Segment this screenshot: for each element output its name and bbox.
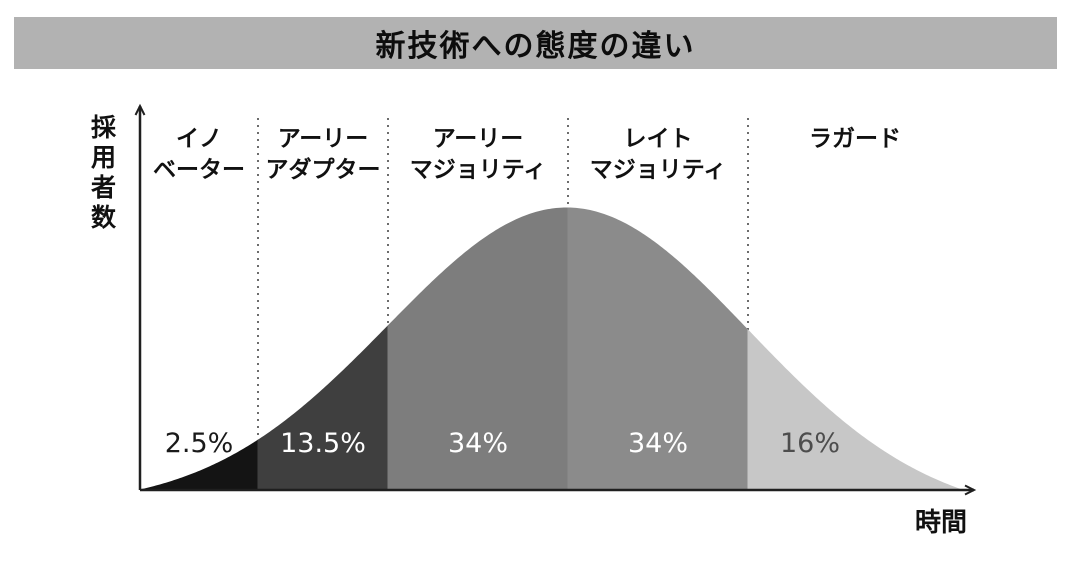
category-label-line: マジョリティ <box>409 157 547 183</box>
chart-title-bar: 新技術への態度の違い <box>14 17 1057 69</box>
chart-title: 新技術への態度の違い <box>375 29 696 64</box>
category-label-line: アーリー <box>432 126 524 152</box>
category-label-line: ベーター <box>153 157 245 183</box>
value-label-laggards: 16% <box>779 428 840 459</box>
curve-segment-early-adopters <box>257 324 389 491</box>
curve-segment-innovators <box>139 439 259 491</box>
category-label-line: マジョリティ <box>589 157 727 183</box>
category-label-innovators: イノ ベーター <box>99 124 299 186</box>
category-label-late-majority: レイト マジョリティ <box>558 124 758 186</box>
curve-segment-early-majority <box>387 207 569 491</box>
value-label-late-majority: 34% <box>627 428 688 459</box>
category-label-line: レイト <box>623 126 693 152</box>
category-label-line: アダプター <box>265 157 381 183</box>
value-label-innovators: 2.5% <box>164 428 234 459</box>
category-label-laggards: ラガード <box>755 124 955 155</box>
value-label-early-majority: 34% <box>447 428 508 459</box>
category-label-line: アーリー <box>277 126 369 152</box>
value-label-early-adopters: 13.5% <box>280 428 366 459</box>
category-label-early-adopters: アーリー アダプター <box>223 124 423 186</box>
category-label-line: イノ <box>176 126 222 152</box>
category-label-early-majority: アーリー マジョリティ <box>378 124 578 186</box>
curve-segment-laggards <box>747 328 963 491</box>
curve-segment-late-majority <box>567 207 749 491</box>
x-axis-label: 時間 <box>915 508 968 538</box>
category-label-line: ラガード <box>809 126 901 152</box>
y-axis-label: 採用者数 <box>90 113 116 232</box>
